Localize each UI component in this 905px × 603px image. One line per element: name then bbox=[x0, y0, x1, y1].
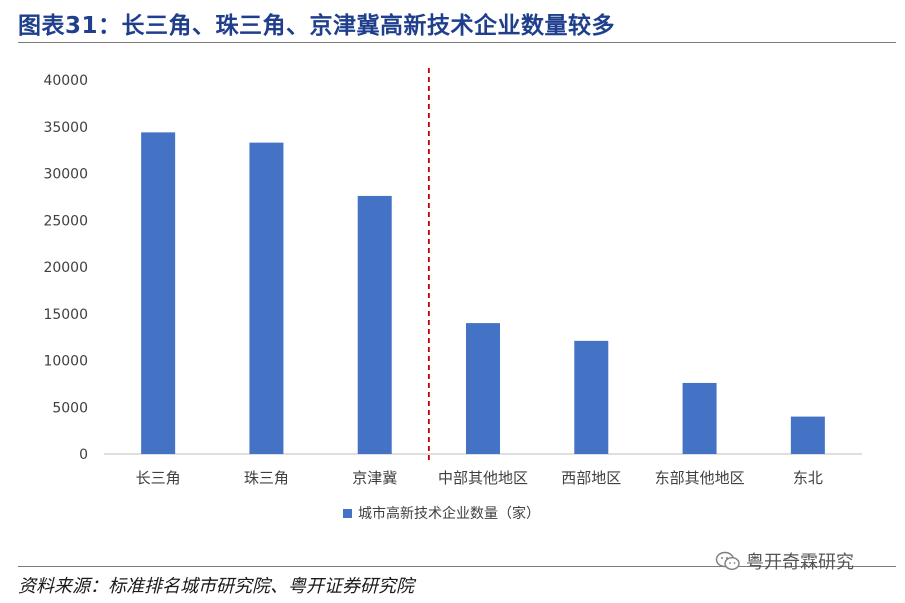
bar bbox=[249, 142, 284, 454]
y-axis-ticks: 0 5000 10000 15000 20000 25000 30000 35000 40000 bbox=[43, 73, 88, 463]
x-category-label: 东北 bbox=[793, 469, 823, 487]
x-category-label: 珠三角 bbox=[244, 469, 289, 487]
figure-title: 图表31：长三角、珠三角、京津冀高新技术企业数量较多 bbox=[18, 13, 616, 39]
bar bbox=[466, 323, 500, 454]
bar bbox=[790, 416, 825, 454]
y-tick-label: 20000 bbox=[43, 260, 88, 276]
bar bbox=[574, 340, 609, 454]
y-tick-label: 10000 bbox=[43, 354, 88, 370]
footer-divider bbox=[18, 566, 896, 567]
bar bbox=[141, 132, 176, 455]
bars bbox=[141, 132, 825, 455]
legend: 城市高新技术企业数量（家） bbox=[343, 505, 540, 522]
bar bbox=[357, 195, 392, 454]
y-tick-label: 15000 bbox=[43, 307, 88, 323]
x-category-label: 京津冀 bbox=[352, 469, 397, 487]
y-tick-label: 30000 bbox=[43, 167, 88, 183]
x-axis-categories: 长三角 珠三角 京津冀 中部其他地区 西部地区 东部其他地区 东北 bbox=[136, 469, 823, 487]
x-category-label: 西部地区 bbox=[561, 469, 621, 487]
y-tick-label: 5000 bbox=[52, 400, 88, 416]
watermark-text: 粤开奇霖研究 bbox=[746, 552, 854, 573]
bar bbox=[682, 382, 717, 454]
y-tick-label: 25000 bbox=[43, 213, 88, 229]
x-category-label: 长三角 bbox=[136, 469, 181, 487]
x-category-label: 东部其他地区 bbox=[655, 469, 745, 487]
legend-label: 城市高新技术企业数量（家） bbox=[358, 505, 540, 522]
title-divider bbox=[18, 42, 896, 43]
y-tick-label: 40000 bbox=[43, 73, 88, 89]
legend-swatch bbox=[343, 509, 352, 518]
x-category-label: 中部其他地区 bbox=[438, 469, 528, 487]
y-tick-label: 0 bbox=[79, 447, 88, 463]
watermark: 粤开奇霖研究 bbox=[715, 548, 854, 574]
wechat-icon bbox=[715, 551, 740, 571]
source-note: 资料来源：标准排名城市研究院、粤开证券研究院 bbox=[18, 576, 414, 597]
bar-chart: 0 5000 10000 15000 20000 25000 30000 35000 40000… bbox=[43, 68, 862, 522]
y-tick-label: 35000 bbox=[43, 120, 88, 136]
